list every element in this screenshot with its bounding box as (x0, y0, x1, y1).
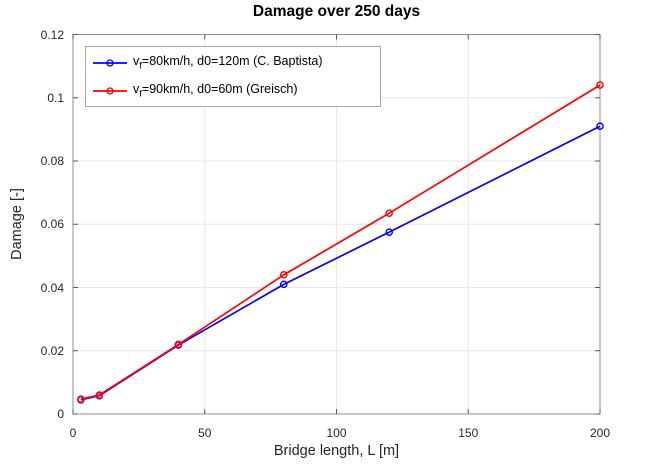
series-line-1 (80, 84, 601, 400)
data-point-marker-0 (596, 122, 604, 131)
data-point-marker-0 (279, 280, 288, 289)
x-tick-label: 150 (458, 426, 479, 440)
x-axis-label: Bridge length, L [m] (273, 443, 400, 459)
y-tick-label: 0.1 (47, 90, 64, 105)
legend-box: vf=80km/h, d0=120m (C. Baptista) vf=90km… (85, 46, 381, 107)
legend-line-sample-red (93, 86, 127, 95)
y-tick-label: 0.04 (40, 280, 64, 295)
data-point-marker-0 (385, 228, 394, 236)
data-point-marker-1 (174, 340, 183, 349)
chart-title: Damage over 250 days (252, 3, 421, 20)
legend-item-baptista: vf=80km/h, d0=120m (C. Baptista) (91, 49, 380, 77)
legend-item-greisch: vf=90km/h, d0=60m (Greisch) (91, 77, 380, 105)
legend-label-greisch: vf=90km/h, d0=60m (Greisch) (133, 81, 298, 100)
y-tick-label: 0 (57, 407, 64, 421)
y-tick-label: 0.02 (40, 343, 64, 358)
series-line-0 (80, 125, 601, 401)
y-tick-label: 0.08 (40, 154, 64, 168)
legend-label-baptista: vf=80km/h, d0=120m (C. Baptista) (133, 53, 323, 72)
data-point-marker-1 (279, 271, 288, 279)
x-tick-label: 200 (589, 426, 611, 440)
legend-line-sample-blue (93, 58, 127, 67)
data-point-marker-1 (77, 395, 85, 403)
y-tick-label: 0.06 (40, 217, 64, 232)
x-tick-label: 50 (198, 426, 212, 440)
x-tick-label: 100 (326, 426, 347, 440)
data-point-marker-1 (385, 209, 394, 217)
x-tick-label: 0 (69, 426, 77, 440)
y-tick-label: 0.12 (40, 27, 64, 42)
data-point-marker-1 (596, 81, 604, 89)
data-point-marker-1 (95, 391, 104, 399)
